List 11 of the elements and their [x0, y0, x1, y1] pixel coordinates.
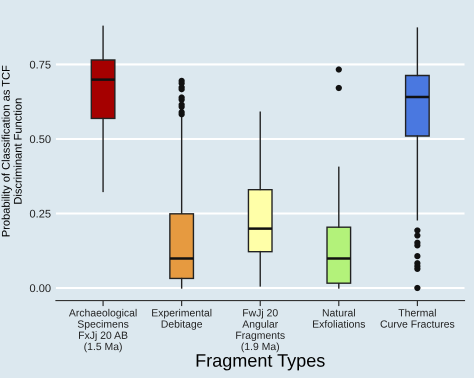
x-tick-label: FwJj 20 Angular Fragments (1.9 Ma)	[236, 308, 285, 352]
y-tick-label: 0.75	[30, 60, 51, 69]
x-tick-label: Experimental Debitage	[152, 308, 212, 330]
x-tick-label: Natural Exfoliations	[313, 308, 366, 328]
y-tick-label: 0.50	[30, 135, 51, 144]
y-tick-label: 0.00	[30, 284, 51, 292]
x-axis-title: Fragment Types	[196, 354, 325, 370]
y-axis-title: Probability of Classification as TCF Discriminant Function	[2, 66, 22, 236]
x-tick-label: Thermal Curve Fractures	[380, 308, 454, 328]
y-tick-label: 0.25	[30, 210, 51, 218]
x-tick-label: Archaeological Specimens FxJj 20 AB (1.5 Ma)	[68, 308, 137, 352]
